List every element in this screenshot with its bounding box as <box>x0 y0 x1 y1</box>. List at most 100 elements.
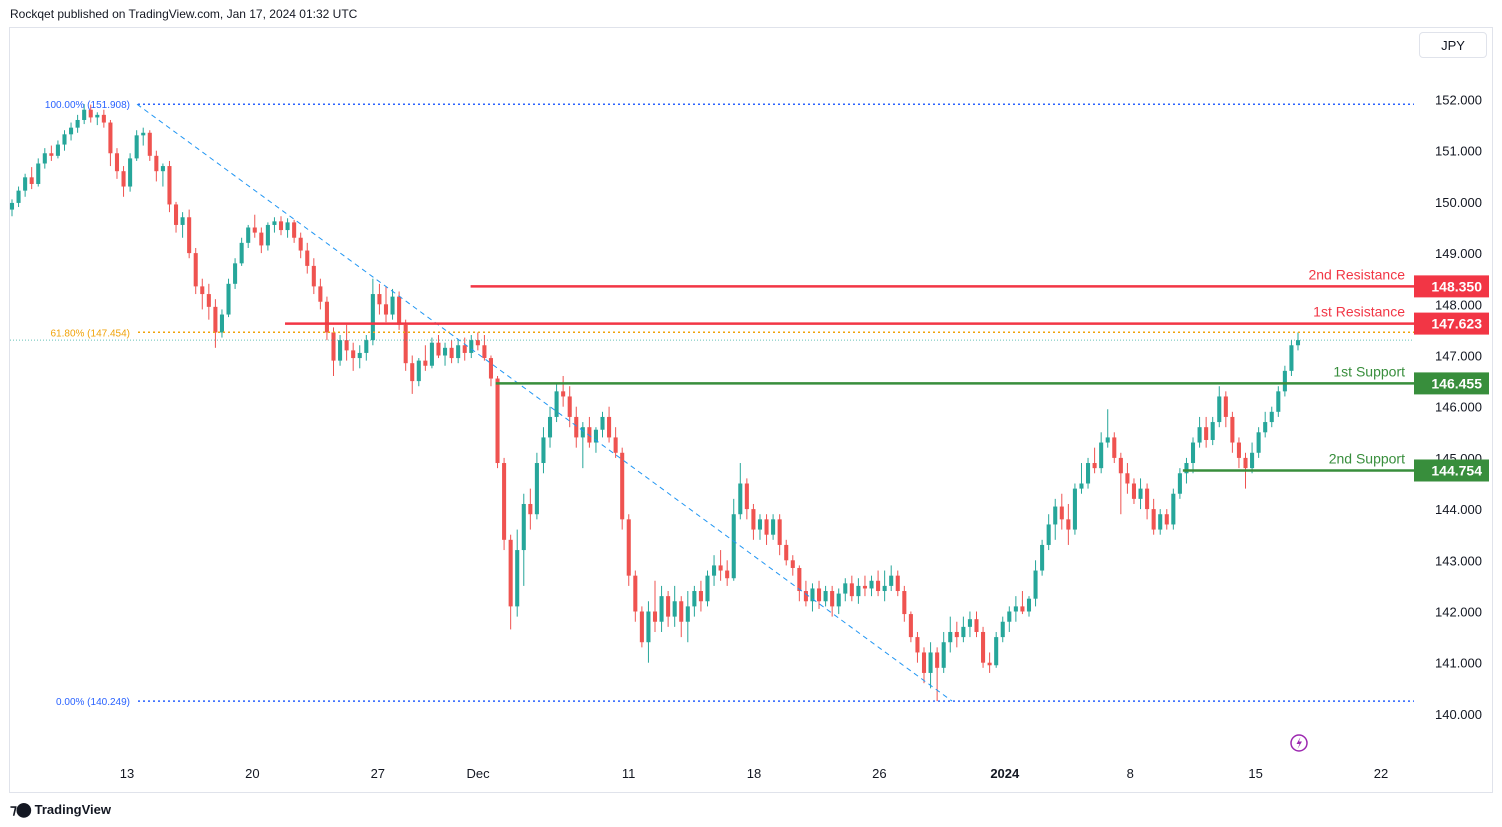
candle-body <box>869 580 874 589</box>
candle-body <box>108 122 113 154</box>
candle-body <box>528 503 533 515</box>
candle-body <box>593 429 598 443</box>
candle-body <box>876 580 881 592</box>
currency-button[interactable]: JPY <box>1419 32 1487 58</box>
tradingview-brand[interactable]: ⁊⬤ TradingView <box>10 801 111 818</box>
extras <box>1290 734 1308 752</box>
candle-body <box>49 153 54 156</box>
time-tick-label: 8 <box>1127 766 1134 781</box>
price-tick-label: 140.000 <box>1435 707 1482 722</box>
candle-body <box>397 296 402 325</box>
candle-body <box>718 565 723 571</box>
candle-body <box>1040 544 1045 571</box>
candle-body <box>154 155 159 172</box>
price-tick-label: 147.000 <box>1435 349 1482 364</box>
candle-body <box>311 265 316 287</box>
candle-body <box>849 583 854 597</box>
candle-body <box>587 427 592 443</box>
candles <box>9 104 1301 702</box>
candle-body <box>633 575 638 612</box>
candle-body <box>82 109 87 120</box>
candle-body <box>1158 514 1163 530</box>
price-tick-label: 142.000 <box>1435 605 1482 620</box>
candle-body <box>173 204 179 225</box>
candle-body <box>738 483 743 515</box>
candle-body <box>1072 488 1077 530</box>
candle-body <box>1190 442 1196 464</box>
level-price-label: 144.754 <box>1431 462 1482 478</box>
candle-body <box>338 340 343 361</box>
candle-body <box>278 221 284 231</box>
candle-body <box>141 132 146 136</box>
candle-body <box>1217 396 1222 423</box>
fib-level-label: 61.80% (147.454) <box>50 328 130 339</box>
level-price-label: 148.350 <box>1431 278 1482 294</box>
price-tick-label: 141.000 <box>1435 656 1482 671</box>
candle-body <box>187 217 192 254</box>
time-tick-label: 2024 <box>990 766 1020 781</box>
price-tick-label: 144.000 <box>1435 502 1482 517</box>
candle-body <box>443 347 448 356</box>
candle-body <box>1151 509 1156 530</box>
candle-body <box>219 314 224 333</box>
candle-body <box>233 263 238 284</box>
candle-body <box>567 396 572 417</box>
candle-body <box>987 662 992 666</box>
tradingview-logo-icon: ⁊⬤ <box>10 801 32 817</box>
candle-body <box>974 619 979 632</box>
candle-body <box>383 304 389 315</box>
candle-body <box>488 358 494 379</box>
candle-body <box>784 544 789 561</box>
price-tick-label: 151.000 <box>1435 144 1482 159</box>
candle-body <box>666 596 671 617</box>
candle-body <box>1099 442 1104 469</box>
candle-body <box>449 347 454 359</box>
price-tick-label: 148.000 <box>1435 297 1482 312</box>
candle-body <box>1131 483 1137 499</box>
candle-body <box>469 340 474 353</box>
candle-body <box>272 221 277 225</box>
candle-body <box>206 294 211 307</box>
price-tick-label: 152.000 <box>1435 93 1482 108</box>
candle-body <box>1197 427 1202 443</box>
candle-body <box>613 437 618 453</box>
candle-body <box>403 324 408 364</box>
time-tick-label: 18 <box>747 766 761 781</box>
candle-body <box>495 378 500 464</box>
candle-body <box>475 340 480 346</box>
candle-body <box>803 591 808 602</box>
candle-body <box>810 588 815 602</box>
candle-body <box>1184 463 1189 474</box>
candle-body <box>889 575 894 586</box>
candle-body <box>390 296 395 315</box>
price-tick-label: 149.000 <box>1435 246 1482 261</box>
publisher-header: Rockqet published on TradingView.com, Ja… <box>10 7 358 21</box>
price-tick-label: 146.000 <box>1435 400 1482 415</box>
candle-body <box>200 286 205 295</box>
candle-body <box>1289 345 1294 371</box>
candle-body <box>646 611 651 643</box>
time-tick-label: 22 <box>1374 766 1388 781</box>
candle-body <box>423 360 428 366</box>
price-axis: 152.000 151.000 150.000 149.000 148.000 147.0… <box>1414 93 1489 722</box>
candle-body <box>1020 606 1025 612</box>
candle-body <box>410 363 415 382</box>
candle-body <box>180 217 185 225</box>
level-price-box <box>1414 312 1489 335</box>
candle-body <box>226 283 231 315</box>
candle-body <box>705 575 710 602</box>
candle-body <box>318 286 323 302</box>
candle-body <box>712 565 717 576</box>
candle-body <box>16 190 21 203</box>
candle-body <box>679 601 684 622</box>
candle-body <box>1145 488 1150 510</box>
candle-body <box>167 166 172 205</box>
candle-body <box>790 560 795 568</box>
candle-body <box>908 614 913 638</box>
candle-body <box>626 519 631 576</box>
candle-body <box>1092 463 1097 469</box>
candle-body <box>580 427 585 438</box>
candle-body <box>364 340 369 353</box>
candle-body <box>147 132 152 156</box>
